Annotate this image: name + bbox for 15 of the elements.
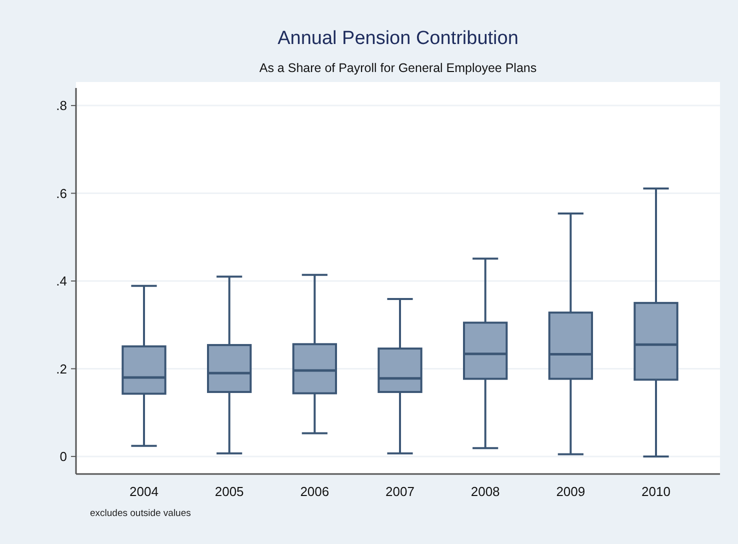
y-tick-label: .2	[56, 361, 67, 376]
y-tick-label: .4	[56, 274, 67, 289]
y-tick-label: .8	[56, 98, 67, 114]
x-tick-label: 2004	[130, 484, 158, 499]
x-tick-label: 2005	[214, 484, 244, 499]
x-tick-label: 2010	[642, 484, 670, 499]
x-tick-label: 2006	[300, 484, 330, 499]
x-tick-label: 2007	[386, 484, 414, 499]
x-tick-label: 2009	[556, 484, 586, 499]
y-tick-label: .6	[56, 186, 67, 201]
y-tick-label: 0	[60, 449, 67, 464]
chart-subtitle: As a Share of Payroll for General Employee Plans	[259, 61, 537, 75]
text: excludes outside values	[90, 508, 192, 519]
x-tick-label: 2008	[470, 484, 500, 499]
chart-title: Annual Pension Contribution	[278, 28, 518, 49]
